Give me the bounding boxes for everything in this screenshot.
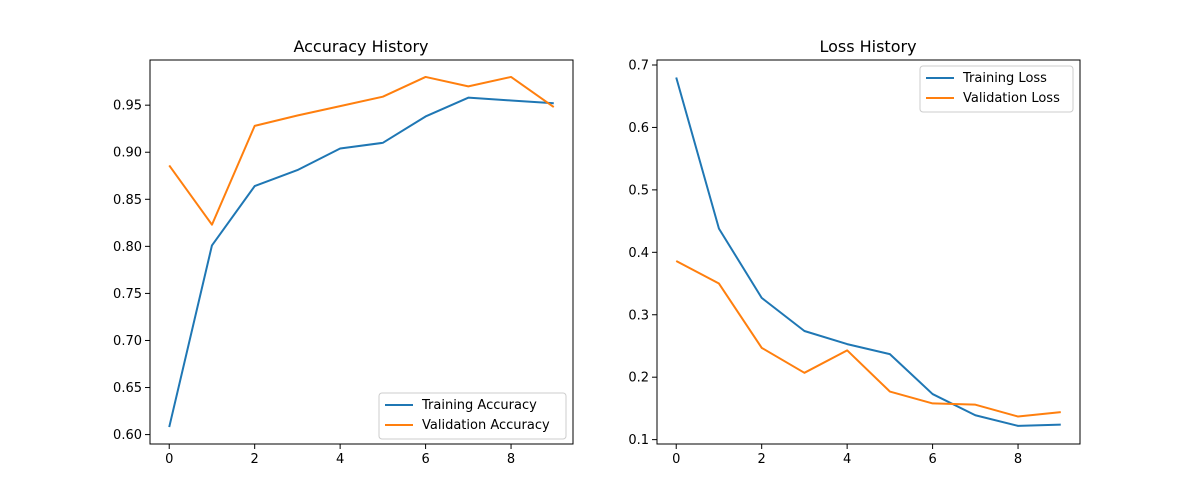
y-tick-label: 0.60 bbox=[113, 428, 142, 443]
y-tick-label: 0.65 bbox=[113, 381, 142, 396]
x-tick-label: 2 bbox=[758, 452, 766, 467]
y-tick-label: 0.5 bbox=[628, 183, 649, 198]
loss-history-chart: Loss History 0 2 4 6 8 0.1 0.2 0.3 0.4 0.5 0.6 0.7… bbox=[628, 37, 1081, 467]
y-tick-label: 0.1 bbox=[628, 433, 649, 448]
x-tick-label: 4 bbox=[336, 452, 344, 467]
y-tick-label: 0.85 bbox=[113, 193, 142, 208]
series-line-training-loss bbox=[675, 77, 1061, 427]
legend-label-validation-loss: Validation Loss bbox=[963, 91, 1060, 106]
x-tick-label: 4 bbox=[843, 452, 851, 467]
legend: Training Loss Validation Loss bbox=[919, 65, 1074, 113]
y-tick-label: 0.80 bbox=[113, 240, 142, 255]
legend-label-training-accuracy: Training Accuracy bbox=[421, 398, 537, 413]
y-tick-label: 0.4 bbox=[628, 246, 649, 261]
x-tick-label: 8 bbox=[1014, 452, 1022, 467]
axes-frame bbox=[656, 59, 1081, 445]
legend-box bbox=[378, 392, 567, 440]
series-line-validation-loss bbox=[675, 260, 1061, 418]
chart-title: Loss History bbox=[819, 37, 916, 56]
y-tick-label: 0.7 bbox=[628, 58, 649, 73]
legend-label-training-loss: Training Loss bbox=[962, 71, 1047, 86]
x-tick-label: 0 bbox=[165, 452, 173, 467]
x-tick-label: 6 bbox=[928, 452, 936, 467]
y-tick-label: 0.6 bbox=[628, 121, 649, 136]
x-tick-label: 6 bbox=[421, 452, 429, 467]
series-line-validation-accuracy bbox=[168, 75, 555, 226]
series-layer bbox=[168, 75, 555, 428]
y-tick-label: 0.3 bbox=[628, 308, 649, 323]
y-tick-label: 0.70 bbox=[113, 334, 142, 349]
axes-frame bbox=[149, 59, 574, 445]
x-axis: 0 2 4 6 8 bbox=[165, 444, 515, 467]
x-tick-label: 2 bbox=[251, 452, 259, 467]
series-line-training-accuracy bbox=[168, 96, 554, 428]
y-tick-label: 0.90 bbox=[113, 146, 142, 161]
x-tick-label: 0 bbox=[672, 452, 680, 467]
legend: Training Accuracy Validation Accuracy bbox=[378, 392, 567, 440]
x-tick-label: 8 bbox=[507, 452, 515, 467]
x-axis: 0 2 4 6 8 bbox=[672, 444, 1022, 467]
y-axis: 0.60 0.65 0.70 0.75 0.80 0.85 0.90 0.95 bbox=[113, 99, 150, 443]
chart-title: Accuracy History bbox=[293, 37, 428, 56]
y-tick-label: 0.95 bbox=[113, 99, 142, 114]
y-axis: 0.1 0.2 0.3 0.4 0.5 0.6 0.7 bbox=[628, 58, 657, 448]
y-tick-label: 0.2 bbox=[628, 371, 649, 386]
y-tick-label: 0.75 bbox=[113, 287, 142, 302]
series-layer bbox=[675, 77, 1061, 427]
legend-box bbox=[919, 65, 1074, 113]
legend-label-validation-accuracy: Validation Accuracy bbox=[422, 418, 550, 433]
